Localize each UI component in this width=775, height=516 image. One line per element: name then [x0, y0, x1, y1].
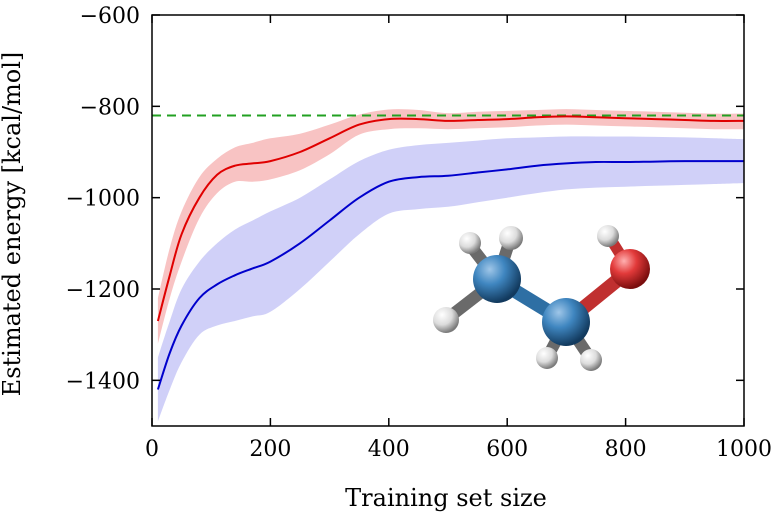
uncertainty-bands: [157, 109, 744, 422]
x-tick-label: 1000: [716, 437, 772, 462]
y-axis: −1400 −1200 −1000 −800 −600: [66, 4, 744, 394]
hydrogen-atom: [459, 232, 481, 254]
oxygen-atom: [610, 249, 650, 289]
y-tick-label: −1000: [66, 187, 140, 212]
ethanol-molecule-inset: [433, 225, 650, 371]
y-axis-title: Estimated energy [kcal/mol]: [0, 52, 26, 397]
y-tick-label: −800: [80, 95, 140, 120]
y-tick-label: −1200: [66, 278, 140, 303]
x-tick-label: 400: [368, 437, 410, 462]
x-axis-title: Training set size: [345, 484, 547, 512]
x-tick-label: 600: [486, 437, 528, 462]
y-tick-label: −600: [80, 4, 140, 29]
series-2-band: [157, 136, 744, 422]
y-tick-label: −1400: [66, 369, 140, 394]
x-axis: 0 200 400 600 800 1000: [145, 15, 772, 462]
series-lines: [156, 115, 745, 390]
plot-frame: [151, 14, 745, 427]
x-tick-label: 800: [605, 437, 647, 462]
x-tick-label: 200: [249, 437, 291, 462]
hydrogen-atom: [536, 347, 558, 369]
hydrogen-atom: [580, 349, 602, 371]
series-1-line: [156, 115, 745, 322]
series-2-line: [156, 160, 744, 390]
x-tick-label: 0: [145, 437, 159, 462]
carbon-atom: [473, 255, 521, 303]
carbon-atom: [542, 298, 590, 346]
hydrogen-atom: [597, 225, 619, 247]
series-1-band: [157, 109, 744, 344]
hydrogen-atom: [433, 307, 459, 333]
hydrogen-atom: [499, 226, 523, 250]
